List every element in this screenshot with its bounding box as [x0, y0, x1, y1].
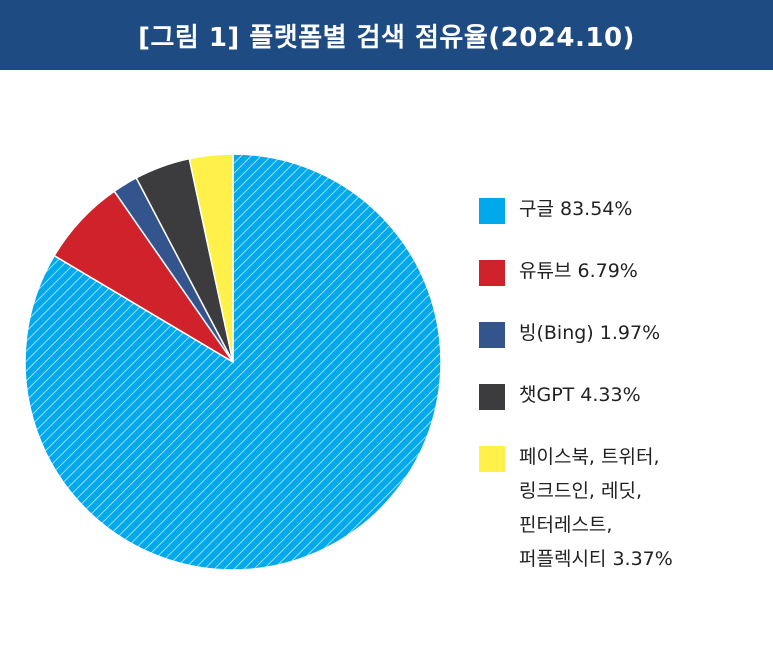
legend-label-3: 챗GPT 4.33%	[519, 378, 641, 412]
legend-swatch-2	[479, 322, 505, 348]
legend-swatch-3	[479, 384, 505, 410]
chart-header: [그림 1] 플랫폼별 검색 점유율(2024.10)	[0, 0, 773, 70]
legend-label-4: 페이스북, 트위터, 링크드인, 레딧, 핀터레스트, 퍼플렉시티 3.37%	[519, 440, 673, 576]
legend-label-0: 구글 83.54%	[519, 192, 632, 226]
pie-slice-4	[188, 153, 234, 363]
legend-swatch-0	[479, 198, 505, 224]
legend-label-2: 빙(Bing) 1.97%	[519, 316, 660, 350]
legend-label-line: 핀터레스트,	[519, 514, 613, 536]
legend-label-line: 페이스북, 트위터,	[519, 446, 660, 468]
legend-label-line: 링크드인, 레딧,	[519, 480, 642, 502]
pie-chart	[24, 153, 442, 571]
legend-label-line: 구글 83.54%	[519, 198, 633, 220]
legend-label-1: 유튜브 6.79%	[519, 254, 638, 288]
legend-item-3: 챗GPT 4.33%	[479, 382, 641, 412]
legend-swatch-1	[479, 260, 505, 286]
legend-item-0: 구글 83.54%	[479, 196, 632, 226]
legend-label-line: 퍼플렉시티 3.37%	[519, 548, 673, 570]
legend-label-line: 유튜브 6.79%	[519, 260, 638, 282]
legend-item-4: 페이스북, 트위터, 링크드인, 레딧, 핀터레스트, 퍼플렉시티 3.37%	[479, 444, 673, 576]
legend-item-2: 빙(Bing) 1.97%	[479, 320, 660, 350]
chart-title: [그림 1] 플랫폼별 검색 점유율(2024.10)	[138, 22, 635, 53]
legend-label-line: 빙(Bing) 1.97%	[519, 322, 661, 344]
legend-item-1: 유튜브 6.79%	[479, 258, 638, 288]
legend-swatch-4	[479, 446, 505, 472]
legend-label-line: 챗GPT 4.33%	[519, 384, 641, 406]
